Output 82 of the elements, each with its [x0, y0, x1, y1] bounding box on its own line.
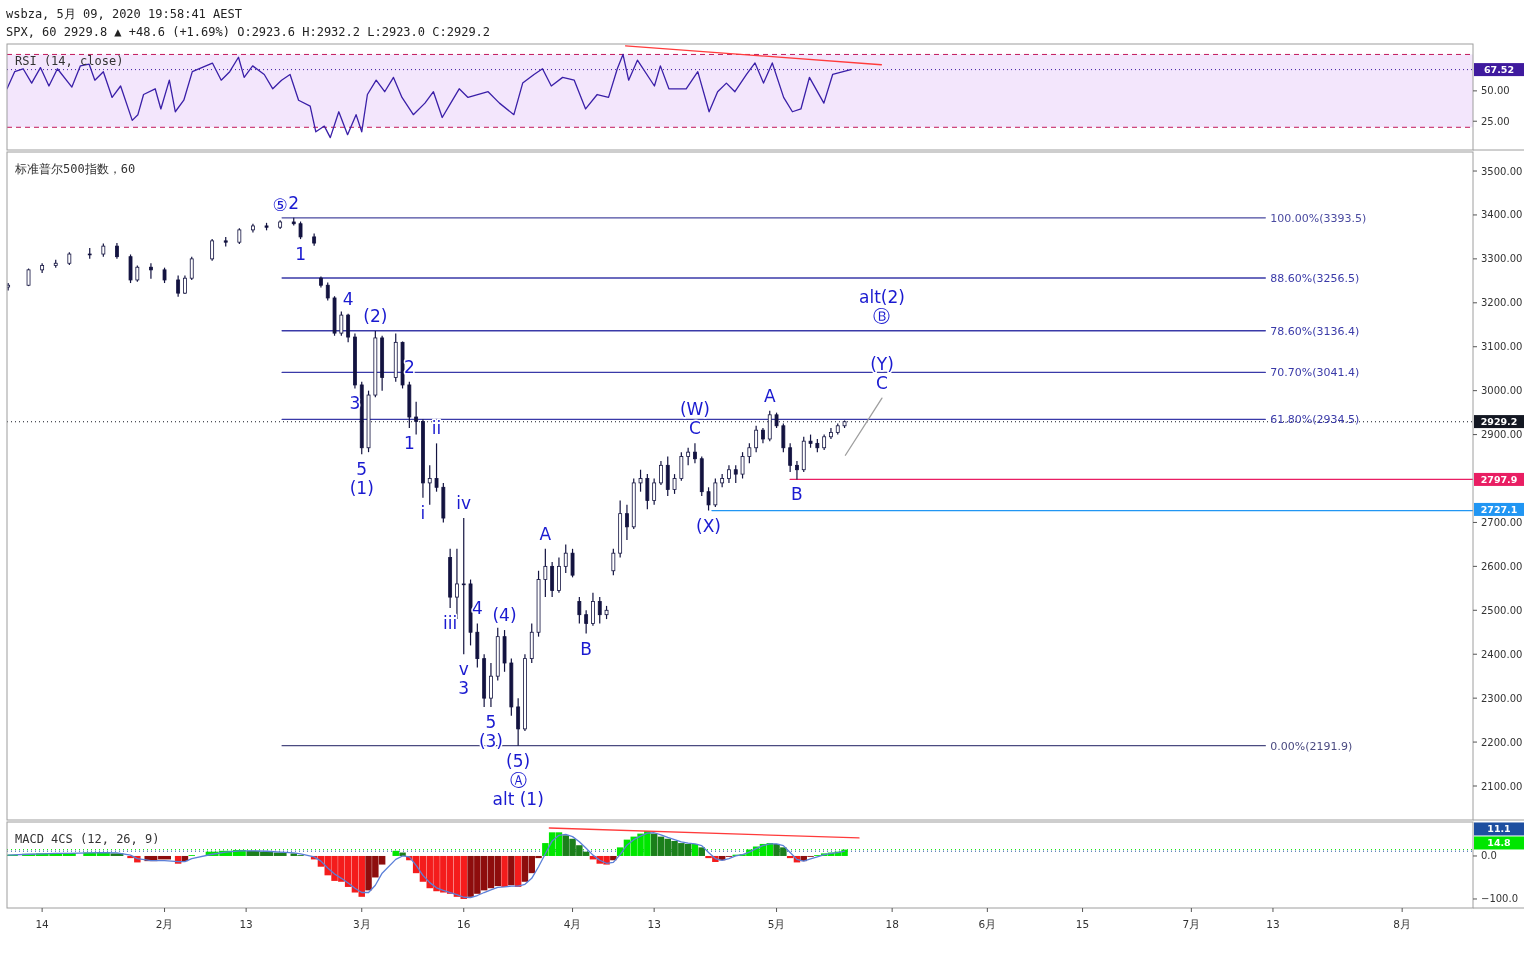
ref-line-label: 11.1: [1487, 823, 1511, 835]
y-tick-label: 3400.00: [1481, 209, 1523, 221]
y-tick-label: 3000.00: [1481, 385, 1523, 397]
annotation: 4: [342, 288, 354, 309]
text: wsbza, 5月 09, 2020 19:58:41 AEST: [6, 7, 242, 21]
y-tick-label: 3100.00: [1481, 341, 1523, 353]
y-tick-label: 2100.00: [1481, 780, 1523, 792]
y-tick-label: 2700.00: [1481, 516, 1523, 528]
annotation: 3: [349, 393, 361, 414]
x-tick-label: 15: [1075, 918, 1090, 930]
annotation: iii: [443, 613, 458, 634]
x-tick-label: 4月: [563, 918, 582, 930]
y-tick-label: 2900.00: [1481, 429, 1523, 441]
series-label: 2727.1: [1480, 503, 1518, 515]
annotation: 1: [295, 244, 306, 265]
ref-line-label: 2929.2: [1480, 416, 1518, 428]
x-tick-label: 6月: [978, 918, 997, 930]
series-label: 0.00%(2191.9): [1270, 739, 1353, 753]
series-label: 78.60%(3136.4): [1270, 324, 1360, 338]
annotation: C: [689, 418, 701, 439]
x-tick-label: 5月: [767, 918, 786, 930]
series-label: 61.80%(2934.5): [1270, 413, 1360, 427]
annotation: (2): [363, 305, 388, 326]
x-tick-label: 3月: [352, 918, 371, 930]
annotation: B: [791, 484, 803, 505]
series-label: 70.70%(3041.4): [1270, 366, 1360, 380]
ref-line-label: 14.8: [1487, 837, 1512, 849]
annotation: 5: [485, 711, 497, 732]
y-tick-label: 2200.00: [1481, 736, 1523, 748]
text: 标准普尔500指数，60: [14, 162, 136, 176]
annotation: 2: [288, 192, 300, 213]
series-label: 2797.9: [1480, 473, 1518, 485]
ref-line-label: 67.52: [1483, 64, 1515, 76]
x-tick-label: 13: [239, 918, 253, 930]
y-tick-label: 3200.00: [1481, 297, 1523, 309]
x-tick-label: 13: [1266, 918, 1280, 930]
annotation: 3: [458, 678, 470, 699]
annotation: Ⓐ: [509, 769, 527, 790]
text: MACD 4CS (12, 26, 9): [15, 832, 160, 846]
x-tick-label: 8月: [1393, 918, 1412, 930]
annotation: ⑤: [272, 195, 288, 216]
annotation: C: [876, 373, 888, 394]
annotation: Ⓑ: [873, 305, 891, 326]
y-tick-label: 0.0: [1481, 850, 1497, 862]
annotation: alt (1): [492, 788, 544, 809]
annotation: (5): [506, 750, 531, 771]
x-tick-label: 2月: [155, 918, 174, 930]
y-tick-label: 3500.00: [1481, 165, 1523, 177]
annotation: (1): [349, 478, 374, 499]
annotation: (Y): [870, 354, 894, 375]
x-tick-label: 16: [457, 918, 471, 930]
annotation: alt(2): [859, 286, 905, 307]
annotation: 5: [356, 459, 368, 480]
text: SPX, 60 2929.8 ▲ +48.6 (+1.69%) O:2923.6 H:2932.2 L:2923.0 C:2929.2: [6, 25, 491, 39]
y-tick-label: 2600.00: [1481, 560, 1523, 572]
annotation: A: [539, 523, 552, 544]
x-tick-label: 14: [35, 918, 50, 930]
x-tick-label: 7月: [1182, 918, 1201, 930]
annotation: v: [458, 659, 469, 680]
annotation: 2: [403, 356, 415, 377]
y-tick-label: −100.0: [1481, 893, 1519, 905]
annotation: ii: [431, 418, 442, 439]
annotation: (X): [696, 515, 722, 536]
annotation: B: [580, 638, 592, 659]
text: RSI (14, close): [15, 54, 124, 68]
annotation: i: [420, 502, 426, 523]
annotation: A: [763, 385, 776, 406]
y-tick-label: 2500.00: [1481, 604, 1523, 616]
y-tick-label: 2300.00: [1481, 692, 1523, 704]
annotation: iv: [456, 493, 472, 514]
x-tick-label: 13: [647, 918, 661, 930]
series-label: 100.00%(3393.5): [1270, 211, 1367, 225]
series-label: 88.60%(3256.5): [1270, 271, 1360, 285]
y-tick-label: 50.00: [1481, 85, 1510, 97]
y-tick-label: 3300.00: [1481, 253, 1523, 265]
annotation: (W): [679, 399, 710, 420]
x-tick-label: 18: [885, 918, 899, 930]
y-tick-label: 2400.00: [1481, 648, 1523, 660]
annotation: 4: [471, 598, 483, 619]
annotation: (4): [492, 605, 517, 626]
annotation: 1: [403, 432, 415, 453]
y-tick-label: 25.00: [1481, 115, 1510, 127]
